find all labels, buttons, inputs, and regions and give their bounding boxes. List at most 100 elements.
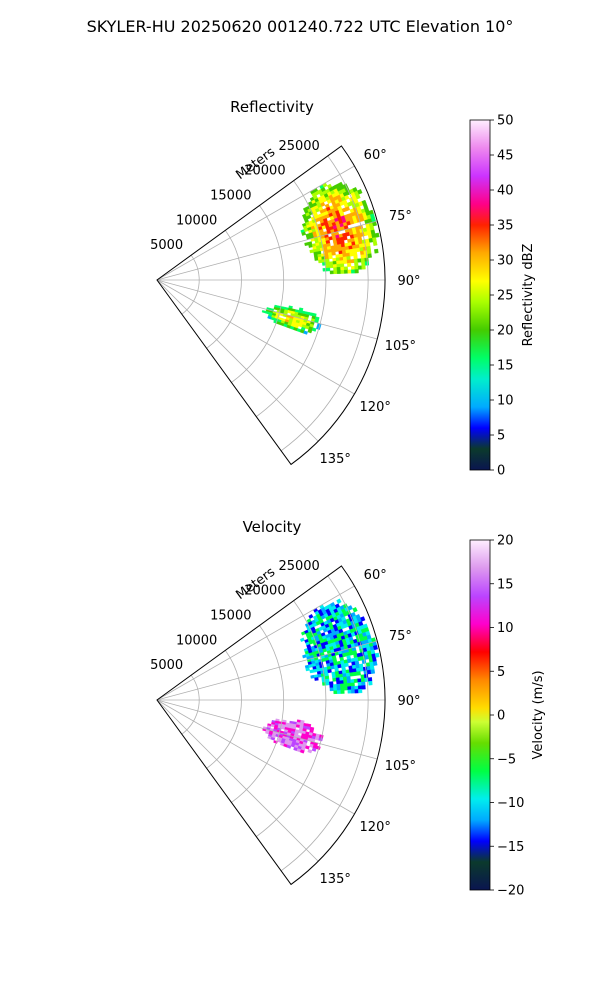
velocity-colorbar: −20 −15 −10 −5 0 5 10 15 20 Velocity (m/s) xyxy=(469,534,546,899)
echo-gate xyxy=(357,685,363,690)
sector-frame xyxy=(156,145,386,466)
reflectivity-title: Reflectivity xyxy=(230,98,314,116)
echo-gate xyxy=(339,260,345,265)
radial-tick-label: 5000 xyxy=(150,238,183,253)
echo-gate xyxy=(349,672,354,677)
echo-gate xyxy=(332,260,337,265)
angle-tick-label: 135° xyxy=(320,452,351,467)
echo-gate xyxy=(336,266,341,271)
echo-gate xyxy=(311,327,317,332)
colorbar-tick-label: 20 xyxy=(497,324,514,339)
echo-gate xyxy=(310,674,315,679)
radial-tick-label: 20000 xyxy=(244,164,285,179)
echo-gate xyxy=(351,689,356,694)
echo-gate xyxy=(335,677,341,682)
echo-gate xyxy=(335,254,340,259)
echo-gate xyxy=(305,667,310,672)
azimuth-spoke xyxy=(156,640,378,701)
range-ring xyxy=(256,600,327,837)
echo-gate xyxy=(345,672,351,677)
radial-tick-label: 15000 xyxy=(210,609,251,624)
echo-gate xyxy=(307,329,313,334)
echo-gate xyxy=(339,680,345,685)
colorbar-tick-label: 25 xyxy=(497,289,514,304)
reflectivity-panel: Reflectivity 500010000150002000025000Met… xyxy=(150,98,536,479)
echo-gate xyxy=(329,270,334,275)
echo-gate xyxy=(340,266,345,271)
velocity-echoes xyxy=(262,598,380,754)
echo-gate xyxy=(354,689,359,694)
colorbar-tick-label: −10 xyxy=(497,796,524,811)
echo-gate xyxy=(353,678,359,683)
echo-gate xyxy=(329,687,334,692)
echo-gate xyxy=(329,681,334,686)
echo-gate xyxy=(361,685,366,690)
echo-region-2 xyxy=(261,304,322,335)
colorbar-tick-label: 20 xyxy=(497,534,514,549)
echo-gate xyxy=(363,673,369,679)
echo-gate xyxy=(352,607,358,613)
radial-tick-label: 25000 xyxy=(278,139,319,154)
radial-tick-label: 15000 xyxy=(210,189,251,204)
echo-gate xyxy=(372,241,378,246)
azimuth-spoke xyxy=(156,699,378,760)
range-ring xyxy=(206,650,242,769)
echo-gate xyxy=(340,686,345,691)
echo-gate xyxy=(326,267,331,272)
echo-gate xyxy=(343,259,348,264)
echo-gate xyxy=(357,258,362,263)
echo-gate xyxy=(346,676,351,681)
angle-tick-label: 60° xyxy=(364,148,387,163)
radial-tick-label: 10000 xyxy=(176,213,217,228)
echo-gate xyxy=(331,251,336,256)
echo-gate xyxy=(373,644,378,651)
echo-gate xyxy=(355,194,361,200)
colorbar-tick-label: 0 xyxy=(497,709,505,724)
echo-gate xyxy=(374,248,379,254)
azimuth-spoke xyxy=(156,585,355,701)
figure-title: SKYLER-HU 20250620 001240.722 UTC Elevat… xyxy=(87,17,514,36)
echo-gate xyxy=(366,249,372,255)
echo-gate xyxy=(346,256,351,261)
echo-gate xyxy=(332,677,337,682)
echo-gate xyxy=(336,263,341,268)
echo-gate xyxy=(346,679,352,684)
echo-gate xyxy=(350,679,355,684)
echo-gate xyxy=(353,258,359,263)
echo-gate xyxy=(333,690,338,695)
echo-gate xyxy=(368,680,373,686)
echo-gate xyxy=(286,744,292,749)
echo-gate xyxy=(305,745,310,750)
echo-region-1 xyxy=(300,181,380,275)
azimuth-spoke xyxy=(156,220,378,281)
azimuth-spoke xyxy=(156,279,319,442)
angle-tick-label: 105° xyxy=(385,759,416,774)
echo-gate xyxy=(347,262,352,267)
colorbar-tick-label: 5 xyxy=(497,429,505,444)
echo-gate xyxy=(357,189,363,195)
echo-gate xyxy=(367,677,373,682)
echo-gate xyxy=(354,685,359,690)
echo-gate xyxy=(374,232,380,238)
colorbar-tick-label: 15 xyxy=(497,577,514,592)
echo-gate xyxy=(336,690,342,694)
echo-gate xyxy=(364,261,370,266)
echo-gate xyxy=(335,257,341,262)
echo-gate xyxy=(344,662,349,668)
echo-gate xyxy=(343,686,349,691)
echo-gate xyxy=(329,684,334,689)
angle-tick-label: 135° xyxy=(320,872,351,887)
echo-gate xyxy=(350,682,355,687)
range-ring xyxy=(181,674,200,735)
echo-gate xyxy=(349,252,354,257)
echo-gate xyxy=(314,257,319,261)
echo-gate xyxy=(339,683,345,688)
echo-gate xyxy=(364,677,369,683)
colorbar-tick-label: 50 xyxy=(497,114,514,129)
echo-gate xyxy=(336,598,342,604)
echo-gate xyxy=(372,661,378,666)
sector-frame xyxy=(156,565,386,886)
velocity-colorbar-ticks: −20 −15 −10 −5 0 5 10 15 20 xyxy=(490,534,524,899)
echo-gate xyxy=(325,264,331,269)
colorbar-tick-label: 35 xyxy=(497,219,514,234)
